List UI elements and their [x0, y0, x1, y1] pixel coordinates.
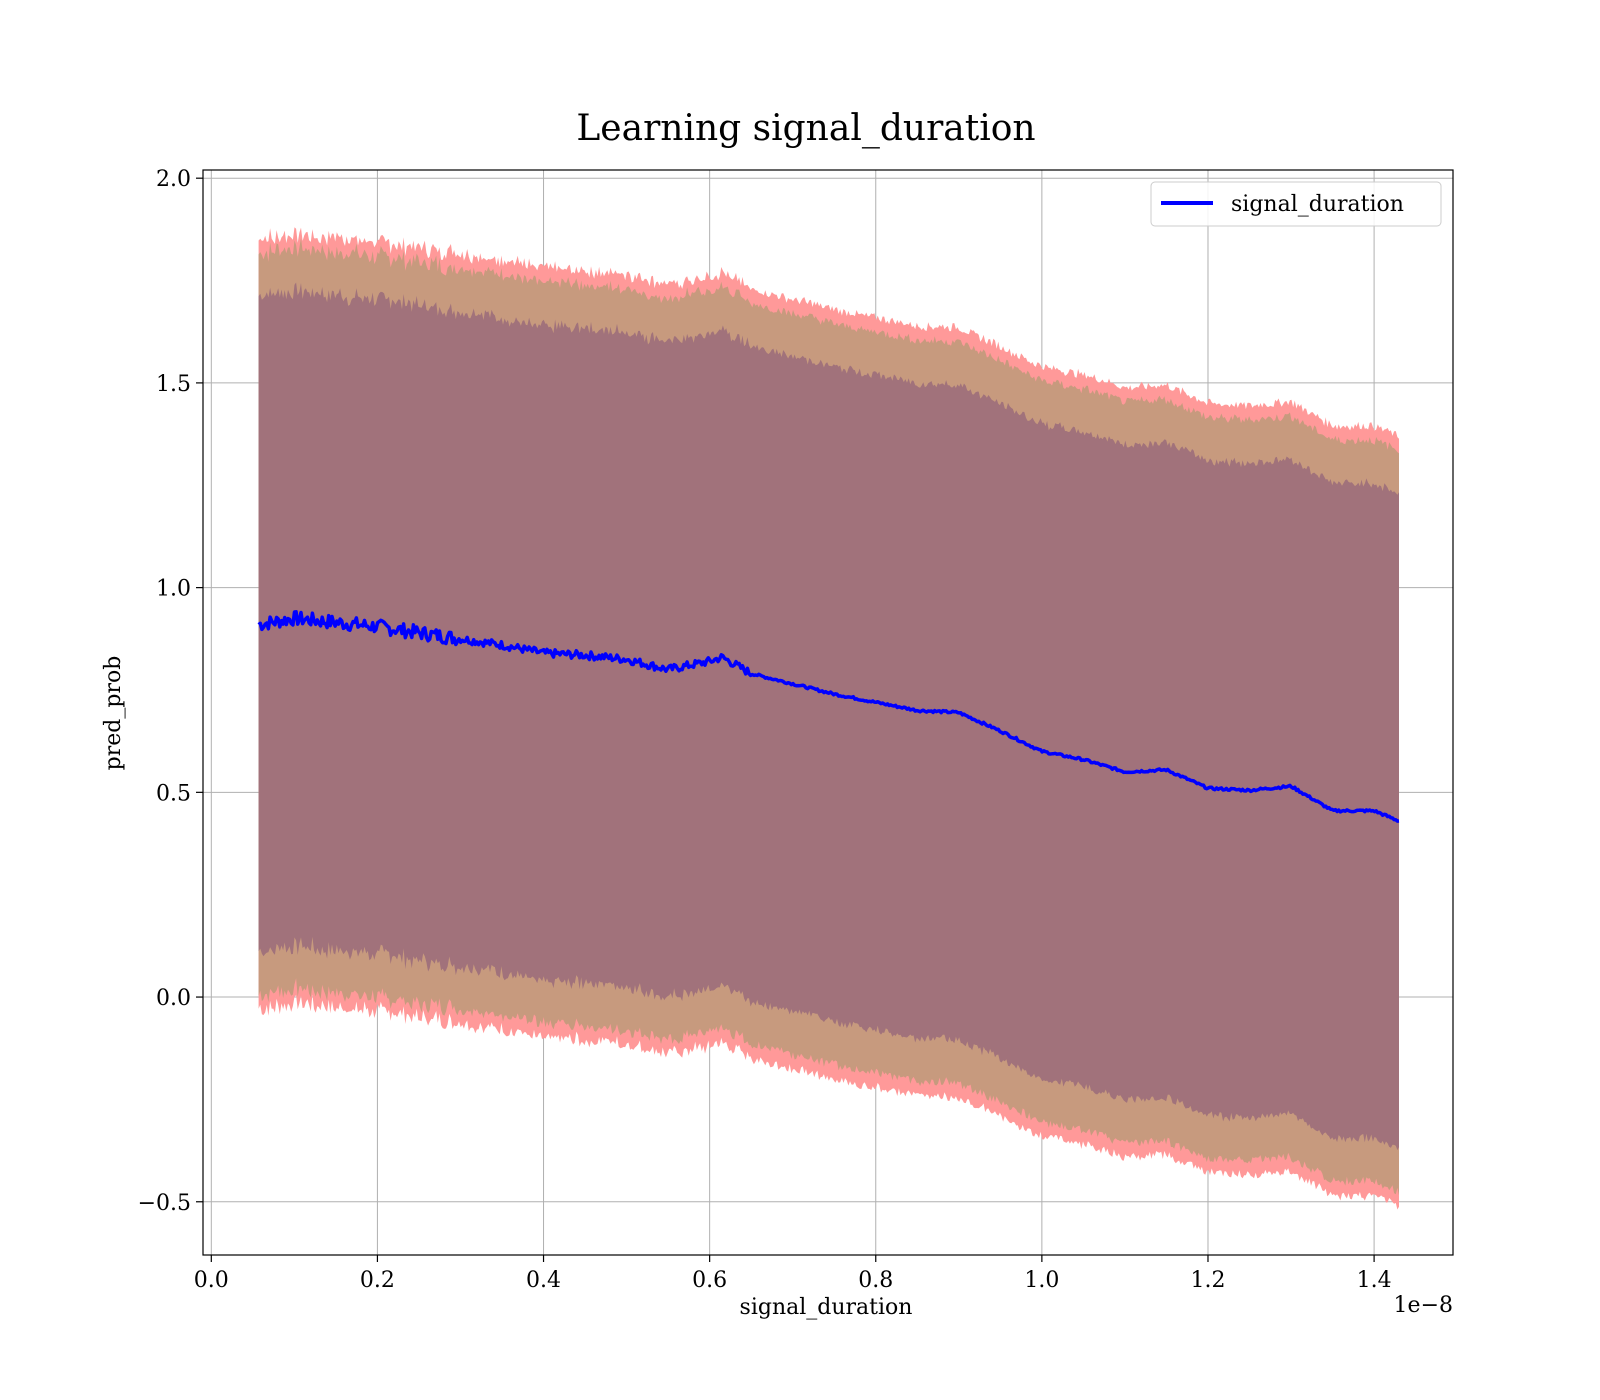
- x-tick-label: 1.4: [1357, 1268, 1392, 1293]
- x-tick-label: 0.0: [194, 1268, 229, 1293]
- x-tick-label: 1.0: [1024, 1268, 1059, 1293]
- plot-frame: [202, 169, 1454, 1256]
- x-tick-label: 0.2: [360, 1268, 395, 1293]
- y-tick-label: 1.5: [156, 372, 191, 397]
- x-tick-label: 1.2: [1190, 1268, 1225, 1293]
- y-tick-label: −0.5: [138, 1191, 191, 1216]
- legend: signal_duration: [1150, 181, 1442, 227]
- legend-box: [1150, 181, 1442, 227]
- y-tick-label: 2.0: [156, 167, 191, 192]
- x-axis-offset-text: 1e−8: [1394, 1293, 1453, 1318]
- y-tick-label: 1.0: [156, 577, 191, 602]
- x-axis-ticks: 0.0 0.2 0.4 0.6 0.8 1.0 1.2 1.4: [194, 1255, 1392, 1293]
- series-line-signal_duration: [257, 610, 1400, 823]
- x-axis-label: signal_duration: [740, 1295, 913, 1320]
- plot-area: [203, 170, 1453, 1255]
- x-tick-label: 0.6: [692, 1268, 727, 1293]
- confidence-band-3: [258, 282, 1400, 1151]
- legend-label: signal_duration: [1231, 192, 1404, 217]
- x-tick-label: 0.8: [858, 1268, 893, 1293]
- y-axis-ticks: −0.5 0.0 0.5 1.0 1.5 2.0: [138, 167, 203, 1216]
- chart-title: Learning signal_duration: [576, 108, 1035, 149]
- y-tick-label: 0.5: [156, 781, 191, 806]
- x-tick-label: 0.4: [526, 1268, 561, 1293]
- y-tick-label: 0.0: [156, 986, 191, 1011]
- y-axis-label: pred_prob: [101, 656, 126, 771]
